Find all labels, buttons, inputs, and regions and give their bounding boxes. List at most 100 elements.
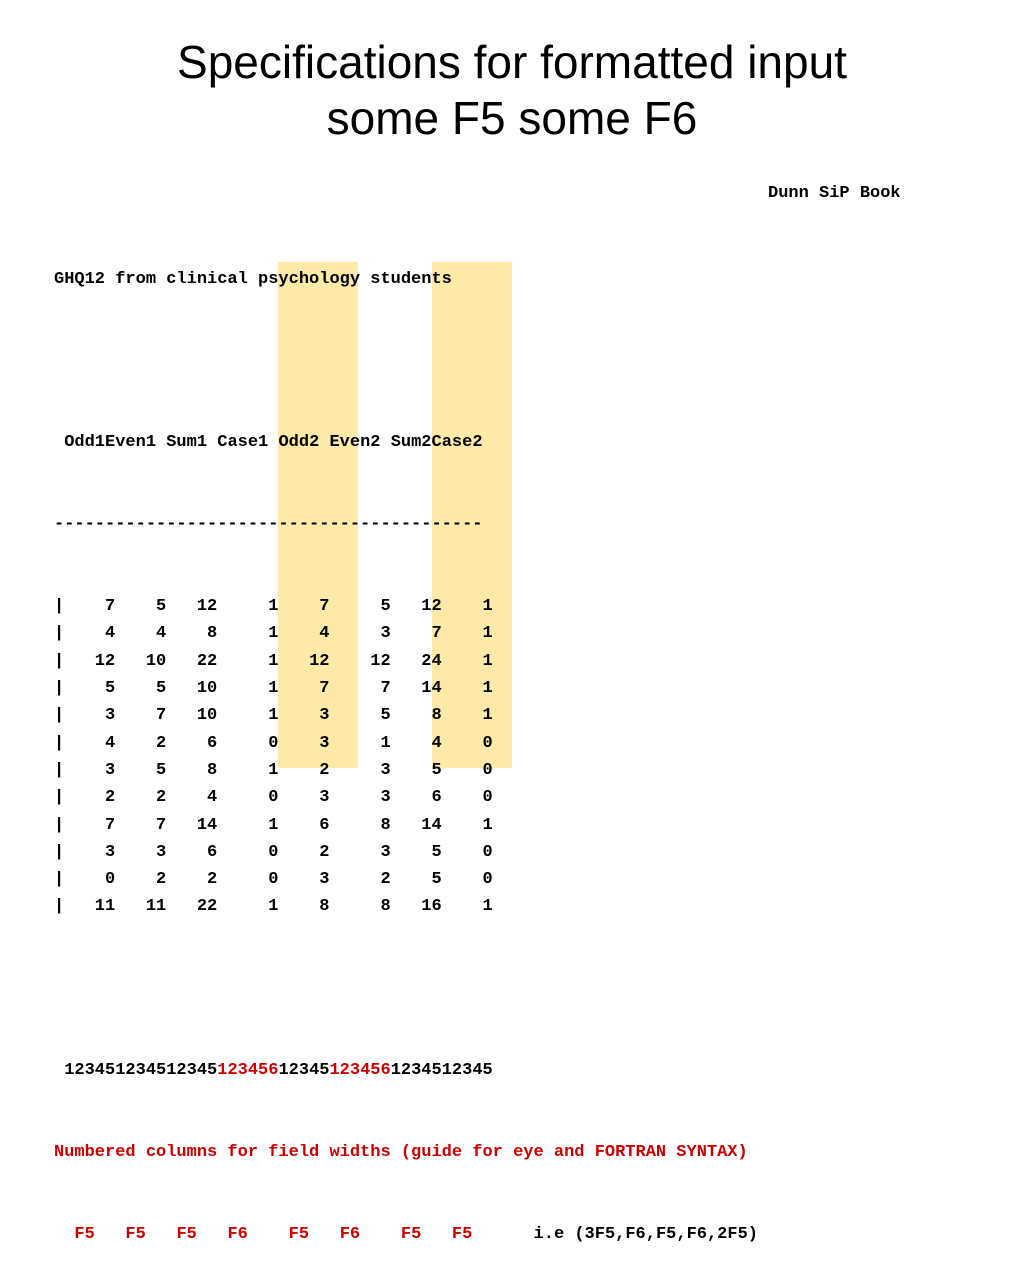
- header-col-odd2: Odd2: [268, 433, 320, 453]
- title-line-2: some F5 some F6: [326, 92, 698, 144]
- row-bar: |: [54, 760, 65, 780]
- table-cell: 7: [390, 624, 442, 644]
- blank-line: [54, 975, 758, 1002]
- table-cell: 2: [278, 760, 330, 780]
- header-col-case2: Case2: [431, 433, 483, 453]
- row-bar: |: [54, 679, 65, 699]
- table-cell: 2: [115, 788, 167, 808]
- table-cell: 3: [329, 788, 391, 808]
- table-row: | 0 2 2 0 3 2 5 0: [54, 866, 758, 893]
- row-bar: |: [54, 897, 65, 917]
- table-cell: 1: [441, 679, 493, 699]
- table-cell: 1: [217, 624, 279, 644]
- table-cell: 12: [390, 597, 442, 617]
- table-cell: 1: [217, 651, 279, 671]
- format-ie: i.e (3F5,F6,F5,F6,2F5): [502, 1224, 758, 1244]
- table-cell: 8: [166, 760, 218, 780]
- table-row: | 12 10 22 1 12 12 24 1: [54, 648, 758, 675]
- source-credit: Dunn SiP Book: [768, 184, 901, 203]
- table-cell: 2: [166, 870, 218, 890]
- ruler-field: 12345: [390, 1061, 442, 1081]
- table-cell: 0: [441, 733, 493, 753]
- table-row: | 4 4 8 1 4 3 7 1: [54, 620, 758, 647]
- table-cell: 4: [390, 733, 442, 753]
- table-cell: 0: [64, 870, 116, 890]
- table-cell: 7: [278, 679, 330, 699]
- table-cell: 7: [329, 679, 391, 699]
- table-cell: 8: [278, 897, 330, 917]
- table-cell: 1: [441, 651, 493, 671]
- ruler-field: 12345: [278, 1061, 330, 1081]
- table-cell: 1: [441, 597, 493, 617]
- ruler-field: 123456: [329, 1061, 391, 1081]
- table-row: | 3 7 10 1 3 5 8 1: [54, 702, 758, 729]
- row-bar: |: [54, 788, 65, 808]
- ruler-field: 12345: [115, 1061, 167, 1081]
- table-cell: 0: [441, 760, 493, 780]
- table-row: | 5 5 10 1 7 7 14 1: [54, 675, 758, 702]
- format-spec: F5: [176, 1224, 228, 1244]
- data-rows: | 7 5 12 1 7 5 12 1 | 4 4 8 1 4 3 7 1 | 12…: [54, 593, 758, 921]
- table-cell: 5: [329, 597, 391, 617]
- ruler-lead: [54, 1061, 64, 1080]
- row-bar: |: [54, 624, 65, 644]
- blank-line: [54, 347, 758, 374]
- header-col-even1: Even1: [105, 433, 157, 453]
- table-cell: 1: [329, 733, 391, 753]
- table-cell: 5: [115, 679, 167, 699]
- table-cell: 11: [115, 897, 167, 917]
- table-cell: 6: [166, 733, 218, 753]
- table-cell: 4: [64, 733, 116, 753]
- row-bar: |: [54, 870, 65, 890]
- table-cell: 0: [217, 788, 279, 808]
- column-ruler: 1234512345123451234561234512345612345123…: [54, 1057, 758, 1084]
- table-cell: 1: [217, 897, 279, 917]
- table-cell: 1: [217, 679, 279, 699]
- table-cell: 12: [166, 597, 218, 617]
- row-bar: |: [54, 815, 65, 835]
- table-cell: 8: [329, 897, 391, 917]
- header-lead: [54, 433, 64, 452]
- table-cell: 14: [166, 815, 218, 835]
- table-row: | 11 11 22 1 8 8 16 1: [54, 893, 758, 920]
- ruler-field: 12345: [166, 1061, 218, 1081]
- table-cell: 1: [217, 760, 279, 780]
- row-bar: |: [54, 842, 65, 862]
- table-cell: 0: [441, 788, 493, 808]
- table-cell: 14: [390, 679, 442, 699]
- table-cell: 7: [64, 815, 116, 835]
- table-cell: 4: [278, 624, 330, 644]
- table-row: | 7 5 12 1 7 5 12 1: [54, 593, 758, 620]
- table-cell: 5: [115, 760, 167, 780]
- table-cell: 2: [115, 870, 167, 890]
- format-spec-row: F5 F5 F5 F6 F5 F6 F5 F5 i.e (3F5,F6,F5,F…: [54, 1221, 758, 1248]
- table-cell: 7: [278, 597, 330, 617]
- table-cell: 5: [390, 842, 442, 862]
- dataset-subtitle: GHQ12 from clinical psychology students: [54, 269, 452, 289]
- header-col-even2: Even2: [319, 433, 381, 453]
- format-spec: F5: [400, 1224, 452, 1244]
- ruler-note: Numbered columns for field widths (guide…: [54, 1143, 748, 1163]
- table-cell: 4: [115, 624, 167, 644]
- row-bar: |: [54, 706, 65, 726]
- format-spec: F5: [288, 1224, 340, 1244]
- table-cell: 2: [329, 870, 391, 890]
- header-col-case1: Case1: [207, 433, 269, 453]
- table-cell: 12: [329, 651, 391, 671]
- table-cell: 5: [115, 597, 167, 617]
- table-cell: 3: [278, 788, 330, 808]
- table-cell: 3: [329, 842, 391, 862]
- row-bar: |: [54, 651, 65, 671]
- table-cell: 0: [217, 842, 279, 862]
- ruler-field: 12345: [441, 1061, 493, 1081]
- table-cell: 10: [115, 651, 167, 671]
- table-cell: 3: [64, 760, 116, 780]
- table-cell: 0: [217, 733, 279, 753]
- table-cell: 14: [390, 815, 442, 835]
- table-cell: 24: [390, 651, 442, 671]
- table-cell: 7: [115, 706, 167, 726]
- table-cell: 7: [64, 597, 116, 617]
- table-cell: 8: [390, 706, 442, 726]
- table-row: | 4 2 6 0 3 1 4 0: [54, 730, 758, 757]
- table-cell: 2: [64, 788, 116, 808]
